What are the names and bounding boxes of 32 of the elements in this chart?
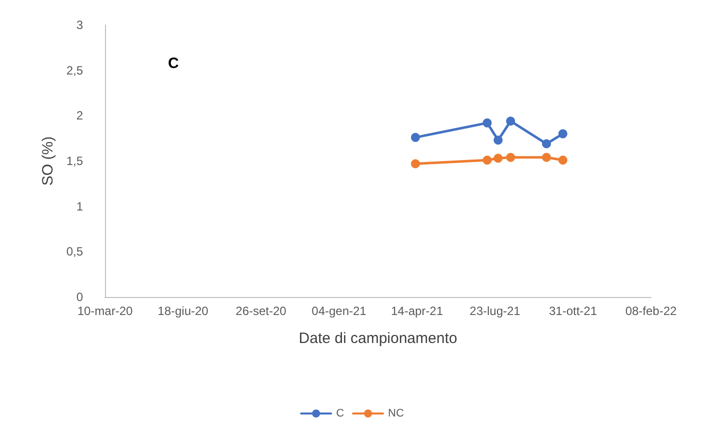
x-tick-label: 26-set-20 bbox=[236, 304, 287, 318]
y-tick-label: 0,5 bbox=[66, 244, 84, 259]
point bbox=[506, 152, 516, 162]
point bbox=[410, 159, 420, 168]
x-tick-label: 04-gen-21 bbox=[312, 304, 367, 318]
point bbox=[506, 116, 516, 126]
point bbox=[482, 118, 492, 128]
annotation: C bbox=[168, 55, 179, 72]
y-tick-label: 3 bbox=[76, 18, 84, 32]
legend-label: C bbox=[336, 408, 344, 420]
legend-label: NC bbox=[388, 408, 404, 420]
point bbox=[494, 154, 503, 163]
x-tick-label: 23-lug-21 bbox=[470, 304, 521, 318]
point bbox=[410, 132, 420, 142]
y-tick-label: 2,5 bbox=[66, 63, 84, 78]
point bbox=[494, 136, 503, 145]
x-tick-label: 18-giu-20 bbox=[158, 304, 209, 318]
x-tick-label: 14-apr-21 bbox=[390, 304, 444, 318]
y-tick-label: 1,5 bbox=[66, 154, 84, 168]
y-tick-label: 2 bbox=[76, 108, 84, 123]
point bbox=[482, 156, 492, 165]
x-tick-label: 10-mar-20 bbox=[77, 304, 133, 318]
point bbox=[558, 156, 568, 165]
x-axis-title: Date di campionamento bbox=[298, 330, 458, 347]
y-tick-label: 0 bbox=[76, 290, 84, 304]
point bbox=[542, 152, 551, 162]
x-tick-label: 31-ott-21 bbox=[548, 304, 598, 318]
point bbox=[542, 139, 551, 148]
y-tick-label: 1 bbox=[76, 199, 84, 214]
point bbox=[558, 129, 568, 138]
y-axis-title: SO (%) bbox=[39, 136, 56, 186]
x-tick-label: 08-feb-22 bbox=[625, 304, 678, 318]
